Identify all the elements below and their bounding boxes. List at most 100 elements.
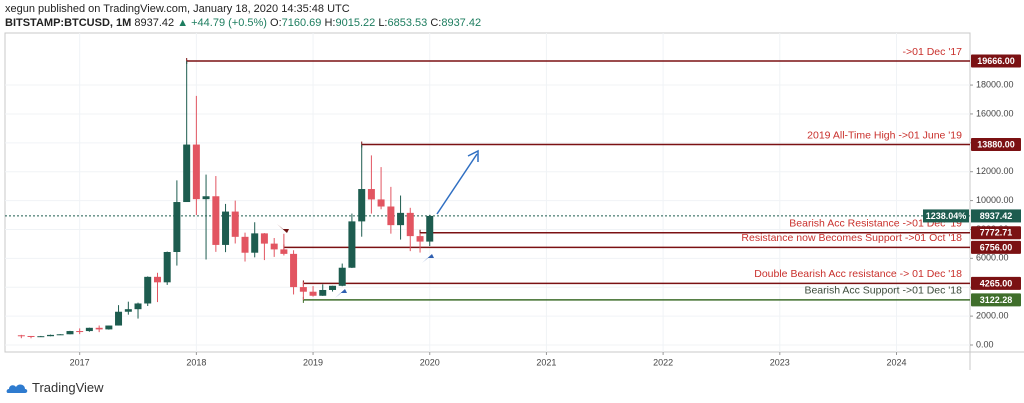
level-text: Bearish Acc Support ->01 Dec '18 xyxy=(804,285,962,297)
candle-body xyxy=(212,196,220,245)
candle-body xyxy=(241,236,249,253)
change: ▲ +44.79 (+0.5%) xyxy=(177,17,267,29)
grid xyxy=(5,33,970,352)
candle-body xyxy=(231,211,239,237)
last: 8937.42 xyxy=(134,17,175,29)
projection-arrow xyxy=(436,153,478,215)
ohlc-key: L: xyxy=(378,17,388,29)
price-tag xyxy=(971,226,1021,240)
candle-body xyxy=(134,303,142,310)
drawings xyxy=(277,149,479,298)
price-tag xyxy=(971,240,1021,254)
candle-body xyxy=(290,253,298,288)
candle-body xyxy=(154,276,162,283)
candle-body xyxy=(222,211,230,245)
candle-body xyxy=(37,336,45,338)
y-tick-label: 2000.00 xyxy=(976,310,1009,320)
candle-body xyxy=(329,285,337,290)
candle-body xyxy=(183,144,191,203)
ohlc-key: C: xyxy=(430,17,442,29)
y-tick-label: 6000.00 xyxy=(976,253,1009,263)
price-tag xyxy=(971,276,1021,290)
ohlc-value: 6853.53 xyxy=(387,17,428,29)
candle-body xyxy=(348,221,356,268)
x-tick-label: 2024 xyxy=(886,357,906,367)
y-tick-label: 16000.00 xyxy=(976,108,1014,118)
y-tick-label: 0.00 xyxy=(976,339,994,349)
candle-body xyxy=(309,291,317,296)
candles xyxy=(17,61,434,339)
candle-body xyxy=(124,309,132,312)
candle-body xyxy=(377,199,385,207)
candle-body xyxy=(260,233,268,244)
candle-body xyxy=(406,212,414,237)
y-tick-label: 18000.00 xyxy=(976,79,1014,89)
candle-body xyxy=(144,276,152,304)
footer: TradingView xyxy=(6,380,104,395)
candle-body xyxy=(56,334,64,336)
x-tick-label: 2019 xyxy=(303,357,323,367)
level-text: ->01 Dec '17 xyxy=(903,46,963,58)
candle-body xyxy=(173,202,181,252)
candle-body xyxy=(163,251,171,283)
publisher: xegun published on TradingView.com, Janu… xyxy=(5,3,350,15)
price-tag-label: 4265.00 xyxy=(980,278,1013,288)
candle-body xyxy=(299,287,307,292)
y-tick-label: 12000.00 xyxy=(976,166,1014,176)
price-tag-label: 19666.00 xyxy=(977,56,1015,66)
candle-body xyxy=(202,196,210,200)
symbol: BITSTAMP:BTCUSD, 1M xyxy=(5,17,132,29)
y-tick-label: 10000.00 xyxy=(976,195,1014,205)
plot-border xyxy=(4,32,971,353)
last-price-label: 8937.42 xyxy=(980,211,1013,221)
level-text: Bearish Acc Resistance ->01 Dec '19 xyxy=(789,218,962,230)
x-tick-label: 2017 xyxy=(70,357,90,367)
up-arrow-icon xyxy=(422,254,434,263)
ohlc-value: 8937.42 xyxy=(441,17,482,29)
logo xyxy=(6,384,28,393)
price-tag-label: 13880.00 xyxy=(977,139,1015,149)
candle-body xyxy=(27,335,35,337)
price-tag-label: 7772.71 xyxy=(980,228,1013,238)
levels: ->01 Dec '17 2019 All-Time High ->01 June… xyxy=(5,46,970,303)
candle-body xyxy=(358,189,366,222)
candle-body xyxy=(85,327,93,332)
x-tick-label: 2020 xyxy=(420,357,440,367)
level-text: Double Bearish Acc resistance -> 01 Dec … xyxy=(754,268,962,280)
candle-body xyxy=(95,327,103,330)
candle-body xyxy=(338,267,346,286)
candle-body xyxy=(76,331,84,333)
price-tag-label: 3122.28 xyxy=(980,295,1013,305)
ohlc-key: H: xyxy=(324,17,336,29)
candle-body xyxy=(66,331,74,335)
last-change-label: 1238.04% xyxy=(926,211,967,221)
candle-body xyxy=(17,335,25,337)
candle-body xyxy=(319,289,327,296)
last-change-tag xyxy=(923,209,969,223)
level-text: Resistance now Becomes Support ->01 Oct … xyxy=(741,232,962,244)
candle-body xyxy=(105,325,113,330)
candle-body xyxy=(280,249,288,254)
x-tick-label: 2022 xyxy=(653,357,673,367)
up-arrow-icon xyxy=(335,289,347,298)
arrow-head xyxy=(467,149,479,162)
x-tick-label: 2018 xyxy=(186,357,206,367)
x-tick-label: 2021 xyxy=(536,357,556,367)
ohlc-value: 9015.22 xyxy=(335,17,376,29)
price-tag xyxy=(971,54,1021,68)
ohlc: O:7160.69 H:9015.22 L:6853.53 C:8937.42 xyxy=(270,17,481,29)
candle-body xyxy=(47,334,55,337)
candle-body xyxy=(251,233,259,253)
header: xegun published on TradingView.com, Janu… xyxy=(5,2,481,30)
brand: TradingView xyxy=(32,380,104,395)
candle-body xyxy=(270,243,278,250)
price-tag xyxy=(971,138,1021,152)
ohlc-value: 7160.69 xyxy=(281,17,322,29)
candle-body xyxy=(426,215,434,242)
x-tick-label: 2023 xyxy=(770,357,790,367)
axes: 0.002000.004000.006000.008000.0010000.00… xyxy=(70,54,1021,367)
candle-body xyxy=(397,212,405,226)
level-text: 2019 All-Time High ->01 June '19 xyxy=(807,129,962,141)
